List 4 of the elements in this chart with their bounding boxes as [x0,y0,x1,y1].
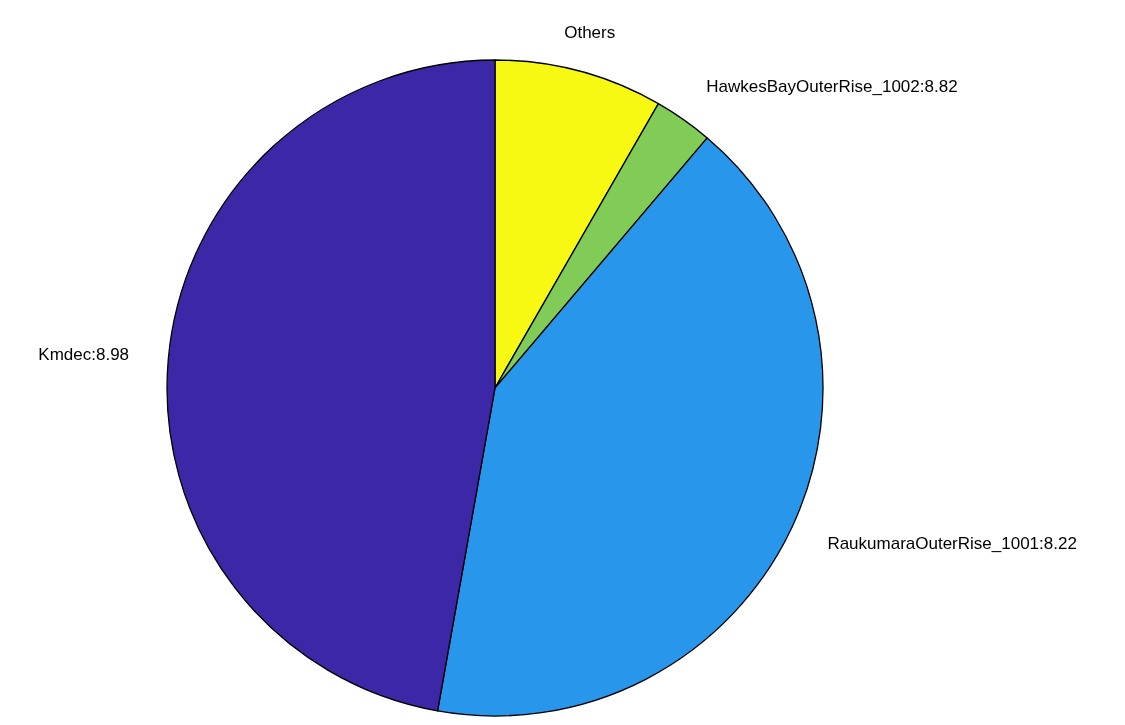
slice-label: Others [564,22,616,42]
slice-label: HawkesBayOuterRise_1002:8.82 [706,76,958,96]
slice-label: RaukumaraOuterRise_1001:8.22 [827,533,1077,553]
slice-label: Kmdec:8.98 [38,345,130,365]
